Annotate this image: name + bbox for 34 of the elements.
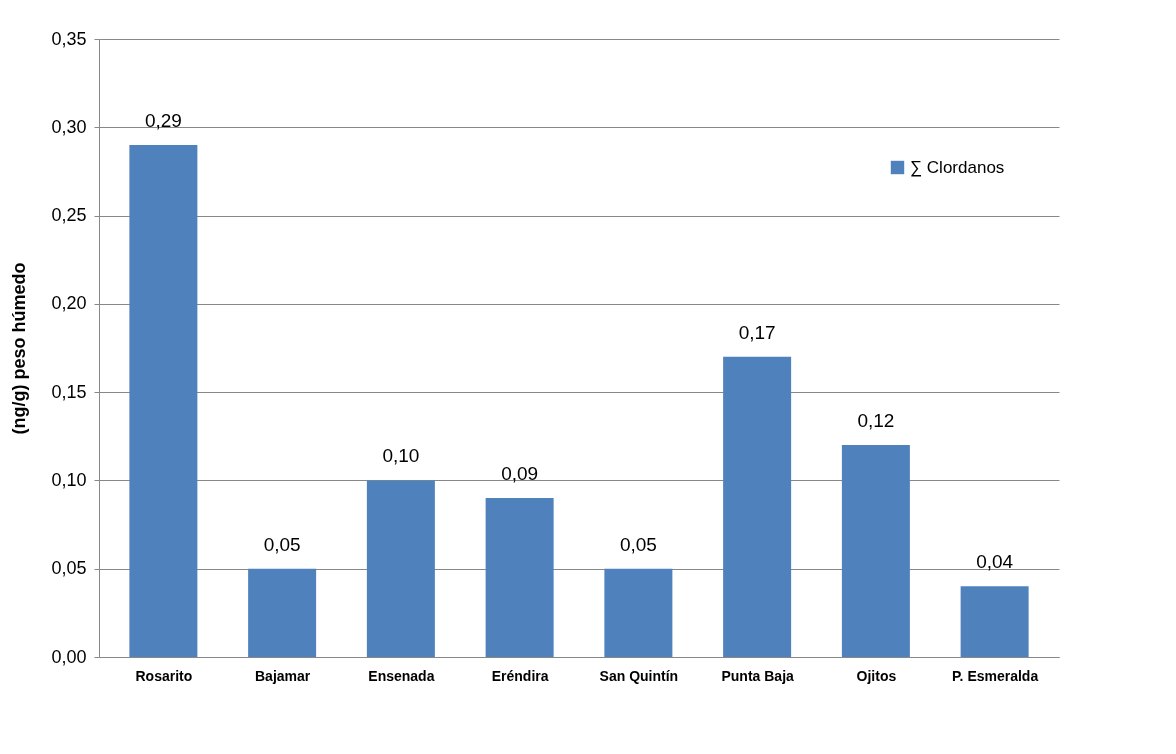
bar: [960, 586, 1029, 657]
x-tick-label: Rosarito: [135, 667, 193, 684]
x-tick-label: Eréndira: [491, 667, 549, 684]
y-tick-label: 0,10: [51, 469, 87, 490]
y-axis-title: (ng/g) peso húmedo: [9, 262, 30, 435]
data-label: 0,12: [857, 410, 895, 432]
y-tick-label: 0,30: [51, 116, 87, 137]
bar: [129, 144, 198, 657]
x-tick-label: P. Esmeralda: [952, 667, 1039, 684]
y-tick-label: 0,15: [51, 381, 87, 402]
y-tick-label: 0,00: [51, 646, 87, 667]
x-tick-label: Punta Baja: [721, 667, 795, 684]
data-label: 0,17: [738, 321, 776, 343]
y-tick-label: 0,05: [51, 558, 87, 579]
y-tick-label: 0,25: [51, 205, 87, 226]
x-tick-label: Ensenada: [368, 667, 435, 684]
data-label: 0,05: [263, 533, 301, 555]
y-tick-label: 0,35: [51, 28, 87, 49]
data-label: 0,04: [976, 551, 1014, 573]
y-tick-label: 0,20: [51, 293, 87, 314]
bar: [366, 480, 435, 657]
bar: [248, 568, 317, 657]
bar: [723, 356, 792, 657]
data-label: 0,09: [501, 463, 539, 485]
legend-label: ∑ Clordanos: [910, 157, 1005, 177]
bar: [841, 445, 910, 657]
data-label: 0,10: [382, 445, 420, 467]
bar: [485, 498, 554, 657]
data-label: 0,05: [619, 533, 657, 555]
x-tick-label: Bajamar: [254, 667, 311, 684]
x-tick-label: San Quintín: [599, 667, 679, 684]
data-label: 0,29: [144, 109, 182, 131]
bar: [604, 568, 673, 657]
x-tick-label: Ojitos: [856, 667, 897, 684]
